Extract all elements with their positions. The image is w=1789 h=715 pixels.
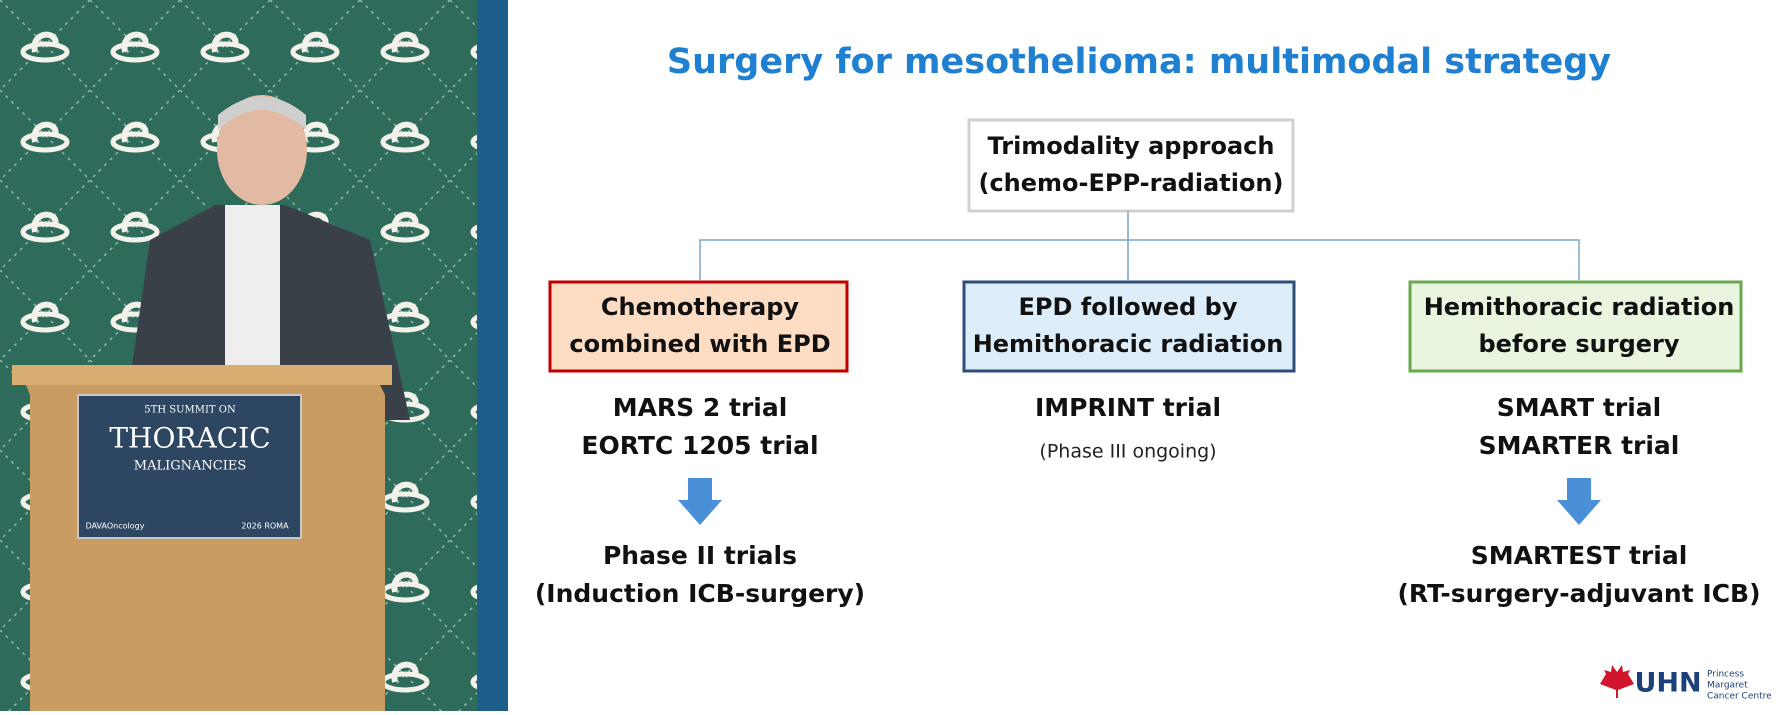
branch-box bbox=[962, 280, 1296, 373]
video-feed: 5TH SUMMIT ON THORACIC MALIGNANCIES DAVA… bbox=[0, 0, 508, 711]
trial-note: (Phase III ongoing) bbox=[1039, 441, 1216, 463]
slide: Surgery for mesothelioma: multimodal str… bbox=[535, 42, 1772, 702]
branches: Chemotherapy combined with EPD MARS 2 tria… bbox=[535, 280, 1761, 608]
branch-title: before surgery bbox=[1479, 330, 1680, 358]
branch-title: Hemithoracic radiation bbox=[973, 330, 1284, 358]
logo-sub: Margaret bbox=[1707, 681, 1748, 691]
sign-text: THORACIC bbox=[109, 422, 270, 455]
branch-box bbox=[1408, 280, 1743, 373]
connector-line bbox=[699, 211, 1580, 280]
branch-title: Chemotherapy bbox=[601, 293, 800, 321]
root-text: Trimodality approach bbox=[988, 132, 1275, 160]
outcome-text: SMARTEST trial bbox=[1471, 541, 1688, 570]
sign-text: DAVAOncology bbox=[86, 522, 145, 531]
sign-text: 2026 ROMA bbox=[241, 522, 289, 531]
connectors bbox=[699, 211, 1580, 280]
shirt bbox=[225, 205, 280, 375]
podium-sign bbox=[77, 394, 302, 539]
root-box bbox=[967, 118, 1295, 213]
divider bbox=[477, 0, 508, 711]
branch-title: combined with EPD bbox=[569, 330, 830, 358]
down-arrow bbox=[1557, 478, 1601, 525]
branch-title: EPD followed by bbox=[1019, 293, 1238, 321]
trial-name: SMARTER trial bbox=[1479, 431, 1680, 460]
branch-title: Hemithoracic radiation bbox=[1424, 293, 1735, 321]
trial-name: MARS 2 trial bbox=[613, 393, 788, 422]
logo: UHN Princess Margaret Cancer Centre bbox=[1600, 665, 1772, 702]
trial-name: EORTC 1205 trial bbox=[581, 431, 818, 460]
hair bbox=[218, 96, 306, 130]
trial-name: IMPRINT trial bbox=[1035, 393, 1221, 422]
sign-text: 5TH SUMMIT ON bbox=[144, 405, 236, 416]
trial-name: SMART trial bbox=[1497, 393, 1661, 422]
outcome-text: (Induction ICB-surgery) bbox=[535, 579, 865, 608]
logo-sub: Cancer Centre bbox=[1707, 692, 1772, 702]
down-arrow bbox=[678, 478, 722, 525]
logo-text: UHN bbox=[1634, 668, 1701, 699]
podium-top bbox=[12, 365, 392, 385]
logo-sub: Princess bbox=[1707, 670, 1744, 680]
outcome-text: Phase II trials bbox=[603, 541, 797, 570]
outcome-text: (RT-surgery-adjuvant ICB) bbox=[1397, 579, 1760, 608]
branch-box bbox=[548, 280, 849, 373]
slide-title: Surgery for mesothelioma: multimodal str… bbox=[667, 42, 1611, 82]
sign-text: MALIGNANCIES bbox=[134, 459, 246, 474]
speaker-head bbox=[217, 95, 307, 205]
root-text: (chemo-EPP-radiation) bbox=[978, 169, 1283, 197]
maple-leaf bbox=[1600, 665, 1634, 698]
